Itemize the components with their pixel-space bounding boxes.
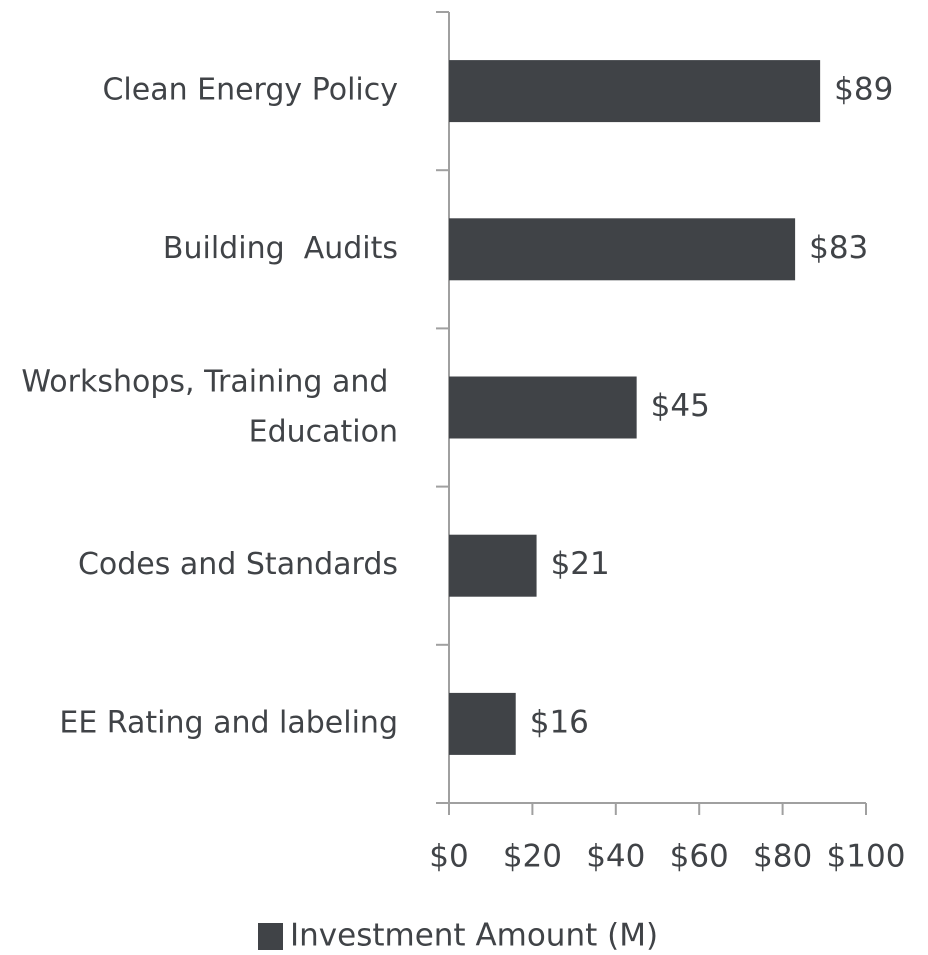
data-label: $21 xyxy=(551,546,610,582)
y-tick-label: Clean Energy Policy xyxy=(102,73,398,108)
x-tick-label: $0 xyxy=(429,839,468,875)
y-tick-label: Building Audits xyxy=(163,231,398,266)
x-tick-label: $80 xyxy=(753,839,812,875)
x-tick-label: $20 xyxy=(503,839,562,875)
legend-swatch xyxy=(258,923,283,950)
data-label: $16 xyxy=(530,704,589,740)
y-tick-label: EE Rating and labeling xyxy=(59,705,398,740)
bar xyxy=(449,376,637,439)
bar xyxy=(449,692,516,755)
y-tick-label: Workshops, Training and Education xyxy=(21,364,398,449)
x-tick-label: $40 xyxy=(586,839,645,875)
x-tick-label: $60 xyxy=(670,839,729,875)
data-label: $83 xyxy=(809,230,868,266)
bar xyxy=(449,60,821,123)
y-tick-label: Codes and Standards xyxy=(78,547,398,582)
bar xyxy=(449,218,796,281)
legend-label: Investment Amount (M) xyxy=(290,918,658,954)
data-label: $45 xyxy=(651,388,710,424)
x-tick-label: $100 xyxy=(827,839,906,875)
data-label: $89 xyxy=(834,72,893,108)
bar xyxy=(449,534,537,597)
